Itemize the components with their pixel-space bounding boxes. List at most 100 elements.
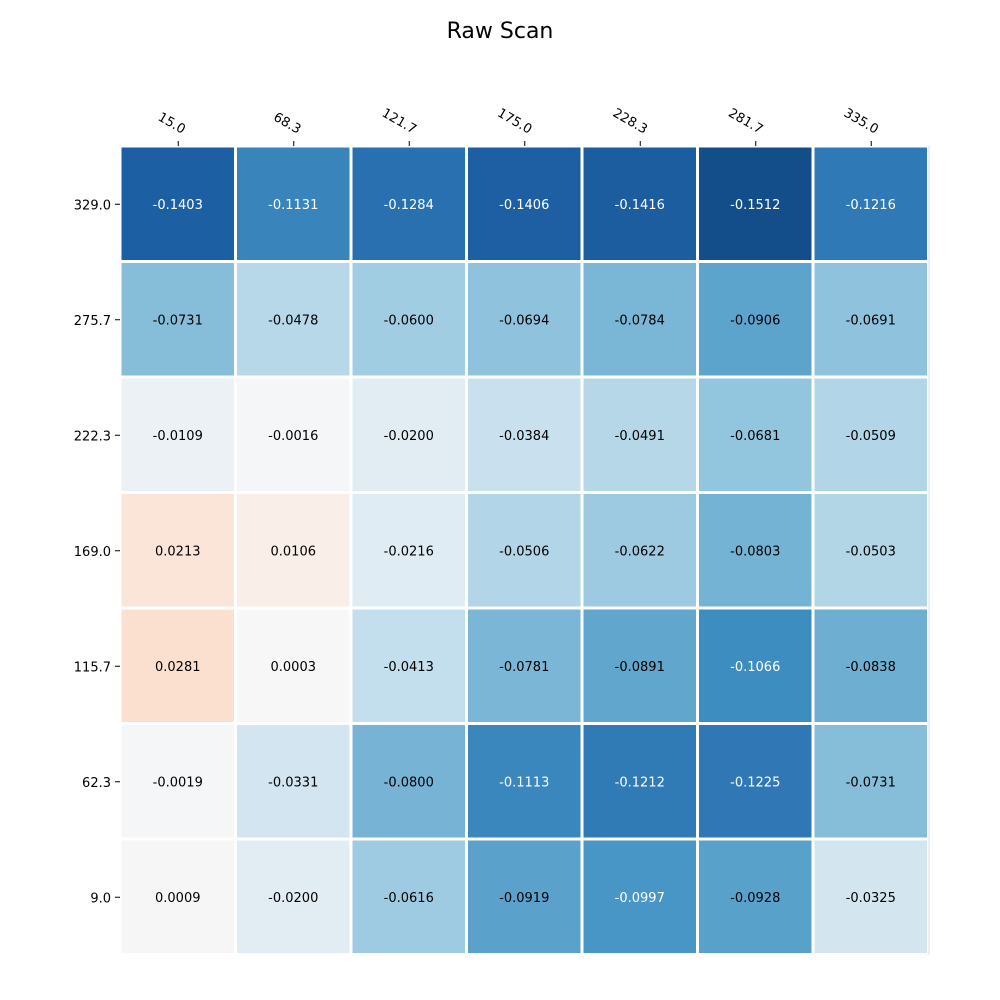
cell-value-label: 0.0213 (155, 544, 201, 559)
heatmap-cell (352, 147, 465, 260)
cell-value-label: -0.1416 (615, 198, 665, 213)
heatmap-cell (699, 263, 812, 376)
x-tick-label: 281.7 (726, 106, 766, 138)
x-tick-label: 121.7 (379, 106, 419, 138)
cell-value-label: -0.0506 (499, 544, 549, 559)
heatmap-cell (237, 494, 350, 607)
cell-value-label: -0.1406 (499, 198, 549, 213)
x-tick-label: 335.0 (841, 106, 881, 138)
cell-value-label: -0.0622 (615, 544, 665, 559)
heatmap-cell (583, 609, 696, 722)
heatmap-cell (121, 609, 234, 722)
cell-value-label: -0.1066 (730, 660, 780, 675)
cell-value-label: -0.1212 (615, 775, 665, 790)
cell-value-label: -0.0997 (615, 891, 665, 906)
heatmap-cell (237, 725, 350, 838)
heatmap-cell (814, 609, 927, 722)
cell-value-label: 0.0106 (271, 544, 317, 559)
x-tick-label: 175.0 (495, 106, 535, 138)
heatmap-cell (814, 378, 927, 491)
heatmap-cell (699, 609, 812, 722)
cell-value-label: 0.0003 (271, 660, 317, 675)
heatmap-cell (468, 263, 581, 376)
y-tick-label: 329.0 (74, 198, 111, 213)
cell-value-label: -0.0891 (615, 660, 665, 675)
cell-value-label: -0.0800 (384, 775, 434, 790)
x-axis: 15.0 68.3 121.7 175.0 228.3 281.7 335.0 (155, 106, 881, 146)
heatmap-cell (352, 494, 465, 607)
heatmap-cell (699, 147, 812, 260)
cell-value-label: -0.0325 (846, 891, 896, 906)
cell-value-label: -0.0016 (268, 429, 318, 444)
heatmap-cell (468, 147, 581, 260)
cell-value-label: -0.0838 (846, 660, 896, 675)
cell-value-label: -0.0509 (846, 429, 896, 444)
heatmap-cell (583, 494, 696, 607)
cell-value-label: -0.0928 (730, 891, 780, 906)
heatmap-cell (237, 378, 350, 491)
heatmap-cell (583, 263, 696, 376)
cell-value-label: -0.0616 (384, 891, 434, 906)
y-tick-label: 62.3 (82, 776, 111, 791)
heatmap-cell (468, 840, 581, 953)
heatmap-cell (237, 609, 350, 722)
heatmap-cell (352, 609, 465, 722)
y-tick-label: 9.0 (90, 891, 111, 906)
heatmap-cell (352, 725, 465, 838)
cell-value-label: -0.0694 (499, 313, 549, 328)
heatmap-cell (237, 147, 350, 260)
cell-value-label: -0.0906 (730, 313, 780, 328)
x-tick-label: 15.0 (155, 110, 188, 137)
cell-value-label: -0.0216 (384, 544, 434, 559)
heatmap-cell (814, 840, 927, 953)
heatmap-cell (121, 378, 234, 491)
y-tick-label: 275.7 (74, 314, 111, 329)
cell-value-label: -0.1225 (730, 775, 780, 790)
heatmap-cell (583, 840, 696, 953)
cell-value-label: -0.0491 (615, 429, 665, 444)
cell-value-label: -0.0600 (384, 313, 434, 328)
heatmap-cell (237, 263, 350, 376)
heatmap-cell (699, 840, 812, 953)
cell-value-label: -0.1131 (268, 198, 318, 213)
cell-value-label: -0.0781 (499, 660, 549, 675)
heatmap-cell (583, 378, 696, 491)
heatmap-cell (583, 147, 696, 260)
y-tick-label: 115.7 (74, 660, 111, 675)
heatmap-cell (121, 725, 234, 838)
cell-value-label: 0.0009 (155, 891, 201, 906)
cell-value-label: -0.0503 (846, 544, 896, 559)
cell-value-label: -0.0731 (153, 313, 203, 328)
heatmap-cell (583, 725, 696, 838)
heatmap-cell (352, 840, 465, 953)
cell-value-label: -0.0200 (268, 891, 318, 906)
cell-value-label: -0.1216 (846, 198, 896, 213)
heatmap-cell (121, 494, 234, 607)
heatmap-cell (121, 263, 234, 376)
heatmap-cell (121, 840, 234, 953)
chart-title: Raw Scan (447, 19, 554, 44)
cell-value-label: 0.0281 (155, 660, 201, 675)
heatmap-cell (814, 263, 927, 376)
cell-value-label: -0.0331 (268, 775, 318, 790)
cell-value-label: -0.0478 (268, 313, 318, 328)
heatmap-cells: -0.1403 -0.1131 -0.1284 -0.1406 -0.1416 -0.15… (121, 146, 930, 955)
cell-value-label: -0.0200 (384, 429, 434, 444)
cell-value-label: -0.0413 (384, 660, 434, 675)
y-axis: 329.0 275.7 222.3 169.0 115.7 62.3 9.0 (74, 198, 120, 906)
heatmap-cell (468, 609, 581, 722)
cell-value-label: -0.0384 (499, 429, 549, 444)
heatmap-cell (699, 378, 812, 491)
cell-value-label: -0.0919 (499, 891, 549, 906)
heatmap-cell (814, 725, 927, 838)
heatmap-cell (352, 378, 465, 491)
heatmap-cell (468, 494, 581, 607)
cell-value-label: -0.0784 (615, 313, 665, 328)
heatmap-cell (699, 725, 812, 838)
cell-value-label: -0.1512 (730, 198, 780, 213)
x-tick-label: 228.3 (610, 106, 650, 138)
y-tick-label: 169.0 (74, 545, 111, 560)
cell-value-label: -0.0803 (730, 544, 780, 559)
y-tick-label: 222.3 (74, 429, 111, 444)
